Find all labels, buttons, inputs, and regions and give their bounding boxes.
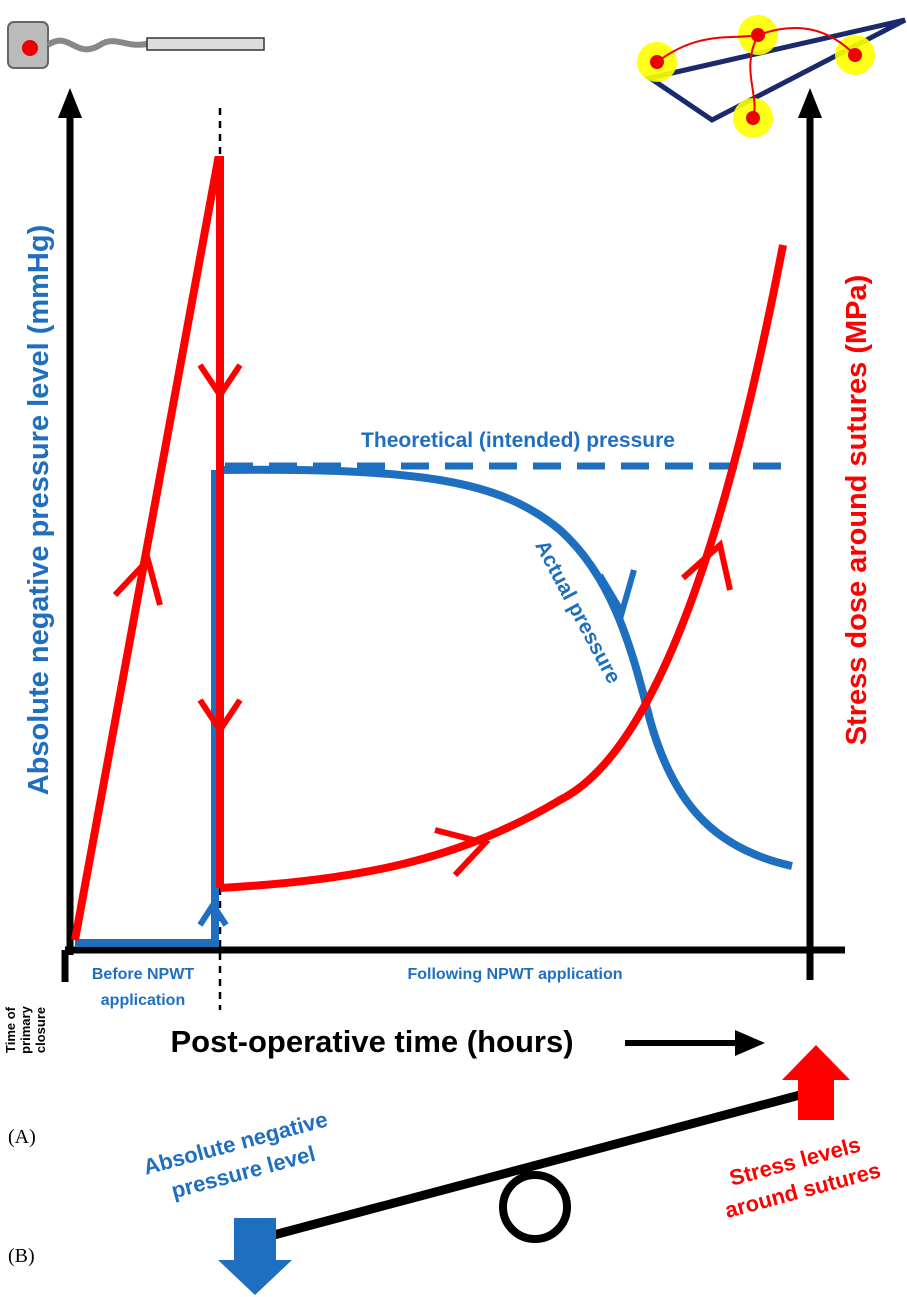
axis-arrow bbox=[798, 88, 822, 118]
theoretical-label: Theoretical (intended) pressure bbox=[361, 429, 675, 452]
seesaw-pivot bbox=[499, 1171, 571, 1243]
actual-label: Actual pressure bbox=[530, 536, 625, 687]
closure-label: Time of bbox=[3, 1006, 18, 1053]
axis-arrow bbox=[58, 88, 82, 118]
time-arrow-head bbox=[735, 1030, 765, 1056]
axes bbox=[61, 115, 845, 982]
before-label: application bbox=[101, 992, 185, 1009]
closure-label: primary bbox=[18, 1005, 33, 1053]
seesaw-beam bbox=[253, 1090, 802, 1245]
suture-icon bbox=[637, 15, 907, 138]
panel-label: (A) bbox=[8, 1126, 36, 1148]
following-label: Following NPWT application bbox=[407, 966, 622, 983]
device-icon bbox=[7, 21, 265, 69]
down-arrow bbox=[218, 1218, 292, 1295]
panel-label: (B) bbox=[8, 1245, 35, 1267]
up-arrow bbox=[782, 1045, 850, 1120]
before-label: Before NPWT bbox=[92, 966, 194, 983]
right-axis-label: Stress dose around sutures (MPa) bbox=[841, 275, 873, 746]
closure-label: closure bbox=[33, 1007, 48, 1053]
pressure-curves bbox=[75, 462, 793, 947]
x-axis-label: Post-operative time (hours) bbox=[170, 1024, 573, 1059]
left-axis-label: Absolute negative pressure level (mmHg) bbox=[23, 225, 55, 796]
stress-curves bbox=[71, 156, 787, 941]
